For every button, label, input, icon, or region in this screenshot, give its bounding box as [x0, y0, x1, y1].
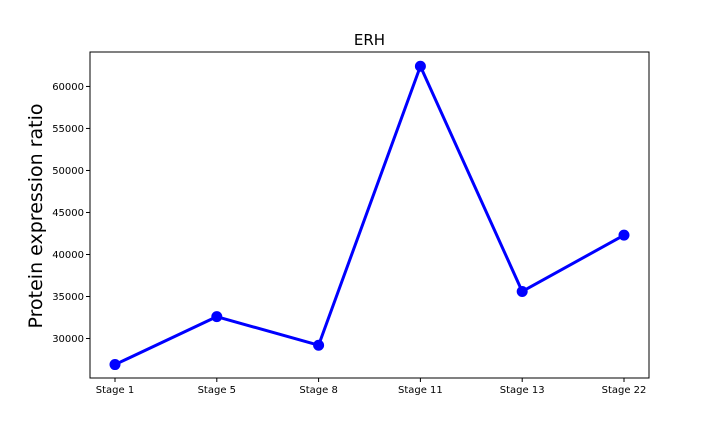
x-tick-label: Stage 5: [198, 385, 236, 396]
x-tick-label: Stage 8: [299, 385, 337, 396]
y-tick-label: 30000: [52, 334, 84, 345]
x-tick-label: Stage 11: [398, 385, 443, 396]
x-tick-label: Stage 13: [500, 385, 545, 396]
series-layer: [109, 60, 630, 371]
y-axis: 30000 35000 40000 45000 50000 55000 60000: [52, 82, 90, 345]
y-tick-label: 60000: [52, 82, 84, 93]
data-point: [109, 359, 121, 371]
y-tick-label: 45000: [52, 208, 84, 219]
data-point: [211, 311, 223, 323]
y-tick-label: 40000: [52, 250, 84, 261]
data-point: [618, 229, 630, 241]
y-tick-label: 50000: [52, 166, 84, 177]
data-point: [414, 60, 426, 72]
x-tick-label: Stage 22: [602, 385, 647, 396]
chart-title: ERH: [353, 31, 386, 49]
data-point: [516, 285, 528, 297]
x-axis: Stage 1 Stage 5 Stage 8 Stage 11 Stage 13 Sta…: [96, 378, 647, 396]
y-tick-label: 55000: [52, 124, 84, 135]
data-point: [313, 339, 325, 351]
plot-area: [90, 52, 649, 378]
x-tick-label: Stage 1: [96, 385, 134, 396]
series-line: [113, 64, 626, 367]
plot-frame: [89, 51, 650, 379]
y-tick-label: 35000: [52, 292, 84, 303]
